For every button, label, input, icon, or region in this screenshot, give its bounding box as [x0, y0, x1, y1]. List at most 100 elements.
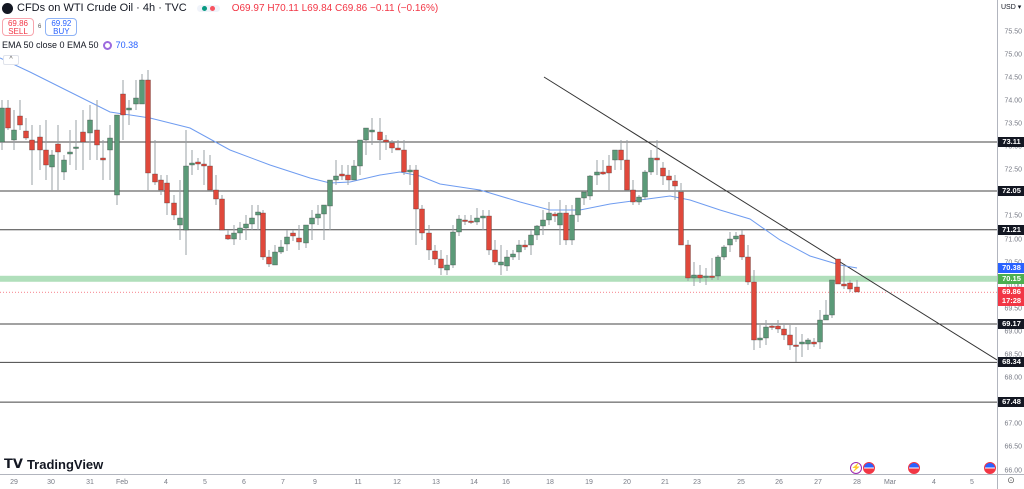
candle-body	[303, 224, 309, 244]
price-label: 72.05	[998, 186, 1024, 196]
candle-body	[793, 344, 799, 347]
candle-body	[841, 283, 847, 287]
ema-legend[interactable]: EMA 50 close 0 EMA 50 70.38	[2, 40, 138, 50]
candle-body	[5, 107, 11, 129]
time-tick: 5	[970, 479, 974, 486]
spread-value: 6	[38, 24, 42, 30]
time-tick: Feb	[115, 479, 129, 486]
candle-body	[413, 169, 419, 210]
candle-body	[715, 256, 721, 277]
candle-body	[207, 165, 213, 191]
candle-body	[107, 137, 113, 151]
candle-body	[823, 314, 829, 321]
price-label: 70.15	[998, 273, 1024, 284]
settings-icon[interactable]: ⊙	[997, 474, 1024, 489]
price-chart[interactable]	[0, 0, 997, 474]
candle-body	[444, 264, 450, 271]
ema-label: EMA 50 close 0 EMA 50	[2, 40, 99, 50]
candle-body	[594, 171, 600, 176]
candle-body	[835, 258, 841, 285]
candle-body	[315, 213, 321, 219]
price-tick: 72.50	[1004, 166, 1022, 174]
candle-body	[811, 341, 817, 345]
price-label: 69.86	[998, 287, 1024, 298]
market-status[interactable]	[196, 4, 220, 12]
candle-body	[703, 275, 709, 278]
candle-body	[672, 180, 678, 187]
candle-body	[201, 163, 207, 167]
us-flag-event-icon[interactable]	[863, 462, 875, 474]
candle-body	[272, 251, 278, 266]
candle-body	[775, 325, 781, 330]
candle-body	[260, 212, 266, 258]
candle-body	[0, 107, 5, 143]
candle-body	[29, 139, 35, 151]
time-axis[interactable]: 29 30 31 Feb 4 5 6 7 9 11 12 13 14 16 18 19 20 21 23 25 26 27…	[0, 474, 997, 489]
price-tick: 74.50	[1004, 74, 1022, 82]
candle-body	[468, 220, 474, 223]
price-axis[interactable]: USD ▾ 75.50 75.00 74.50 74.00 73.50 73.00 72.5…	[997, 0, 1024, 474]
candle-body	[432, 250, 438, 260]
price-label: 71.21	[998, 224, 1024, 235]
candle-body	[721, 246, 727, 258]
candle-body	[80, 131, 86, 143]
candle-body	[612, 149, 618, 161]
candle-body	[522, 244, 528, 248]
market-open-icon	[201, 5, 207, 11]
candle-body	[290, 232, 296, 237]
sell-button[interactable]: 69.86 SELL	[2, 18, 34, 36]
candle-body	[546, 212, 552, 221]
symbol-title[interactable]: CFDs on WTI Crude Oil · 4h · TVC	[17, 2, 187, 14]
candle-body	[278, 246, 284, 253]
time-tick: 18	[546, 479, 554, 486]
time-tick: 21	[661, 479, 669, 486]
price-tick: 66.50	[1004, 443, 1022, 451]
candle-body	[642, 171, 648, 198]
candle-body	[139, 79, 145, 105]
price-label: 73.11	[998, 137, 1024, 148]
time-tick: 26	[775, 479, 783, 486]
currency-selector[interactable]: USD ▾	[1001, 4, 1022, 11]
candle-body	[266, 256, 272, 265]
time-tick: 5	[203, 479, 207, 486]
time-tick: 4	[164, 479, 168, 486]
time-tick: 30	[47, 479, 55, 486]
candle-body	[557, 212, 563, 226]
candle-body	[296, 237, 302, 243]
candle-body	[55, 143, 61, 153]
candle-body	[534, 225, 540, 236]
price-tick: 68.00	[1004, 374, 1022, 382]
price-label: 67.48	[998, 397, 1024, 408]
candle-body	[126, 107, 132, 111]
candle-body	[854, 286, 860, 293]
candle-body	[510, 253, 516, 258]
collapse-legend-button[interactable]: ^	[3, 55, 19, 65]
price-tick: 69.00	[1004, 328, 1022, 336]
change-value: −0.11 (−0.16%)	[370, 2, 439, 14]
time-tick: 29	[10, 479, 18, 486]
us-flag-event-icon[interactable]	[984, 462, 996, 474]
sell-price: 69.86	[7, 19, 29, 28]
buy-button[interactable]: 69.92 BUY	[45, 18, 78, 36]
candle-body	[407, 169, 413, 173]
trade-panel: 69.86 SELL 6 69.92 BUY	[2, 18, 78, 36]
candle-body	[195, 161, 201, 165]
loading-icon	[102, 40, 112, 50]
time-tick: 4	[932, 479, 936, 486]
time-tick: 7	[281, 479, 285, 486]
time-tick: 23	[693, 479, 701, 486]
buy-label: BUY	[53, 27, 70, 36]
candle-body	[606, 165, 612, 174]
earnings-event-icon[interactable]: ⚡	[850, 462, 862, 474]
candle-body	[345, 174, 351, 181]
candle-body	[357, 139, 363, 167]
candle-body	[781, 328, 787, 336]
candle-body	[383, 139, 389, 143]
close-value: C69.86	[334, 2, 368, 14]
candle-body	[73, 146, 79, 149]
candle-body	[327, 179, 333, 207]
candle-body	[733, 235, 739, 240]
us-flag-event-icon[interactable]	[908, 462, 920, 474]
tradingview-logo[interactable]: 𝗧𝗩 TradingView	[4, 456, 103, 472]
support-zone	[0, 275, 997, 282]
